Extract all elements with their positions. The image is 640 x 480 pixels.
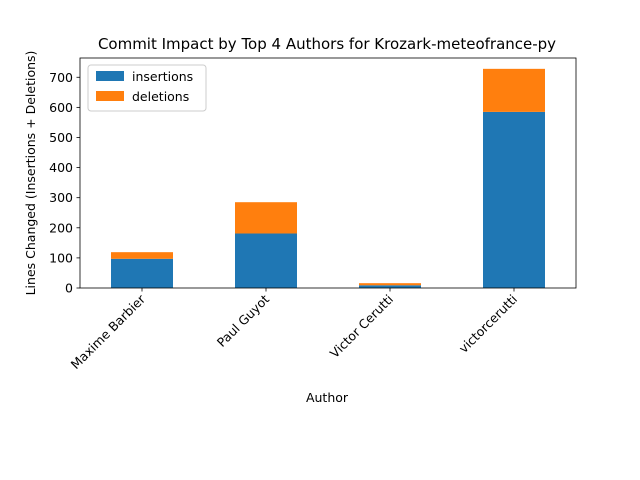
y-tick-label: 300 [49, 190, 73, 205]
y-tick-label: 500 [49, 130, 73, 145]
x-tick-label: Paul Guyot [214, 291, 272, 349]
plot-frame [79, 57, 577, 289]
bar-insertions-2 [359, 285, 421, 288]
bars-layer [111, 68, 545, 288]
y-axis-label: Lines Changed (Insertions + Deletions) [23, 51, 38, 296]
y-tick-label: 400 [49, 160, 73, 175]
x-tick-label: Victor Cerutti [327, 292, 396, 361]
chart-title: Commit Impact by Top 4 Authors for Kroza… [98, 35, 556, 53]
y-tick-label: 100 [49, 250, 73, 265]
x-tick-label: victorcerutti [456, 292, 520, 356]
y-tick-label: 200 [49, 220, 73, 235]
bar-insertions-0 [111, 258, 173, 288]
legend-label-deletions: deletions [132, 89, 189, 104]
y-tick-label: 600 [49, 100, 73, 115]
bar-deletions-3 [483, 68, 545, 112]
y-tick-label: 700 [49, 70, 73, 85]
bar-deletions-0 [111, 252, 173, 259]
x-axis-label: Author [306, 390, 349, 405]
legend-swatch-deletions [96, 91, 124, 101]
y-tick-label: 0 [65, 281, 73, 296]
bar-insertions-1 [235, 233, 297, 288]
legend-label-insertions: insertions [132, 69, 193, 84]
x-tick-label: Maxime Barbier [68, 291, 149, 372]
bar-insertions-3 [483, 111, 545, 288]
bar-deletions-1 [235, 202, 297, 234]
bar-deletions-2 [359, 283, 421, 286]
legend: insertions deletions [87, 64, 207, 112]
legend-swatch-insertions [96, 71, 124, 81]
